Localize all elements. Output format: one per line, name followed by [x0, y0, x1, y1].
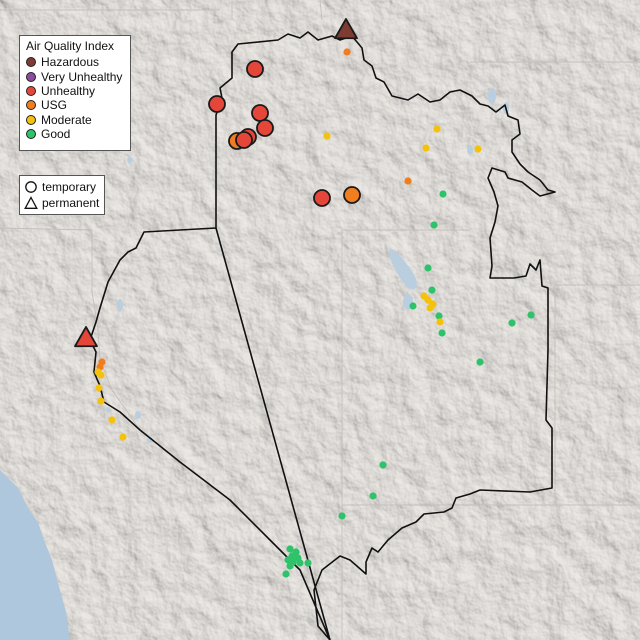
- monitor-marker-small-good[interactable]: [379, 461, 387, 469]
- legend-item-unhealthy: Unhealthy: [26, 84, 130, 98]
- monitor-marker-small-moderate[interactable]: [474, 145, 482, 153]
- temporary-monitor-unhealthy[interactable]: [208, 95, 226, 113]
- legend-label-hazardous: Hazardous: [41, 55, 100, 70]
- monitor-marker-small-usg[interactable]: [404, 177, 412, 185]
- legend-label-good: Good: [41, 127, 71, 142]
- monitor-marker-small-moderate[interactable]: [97, 371, 105, 379]
- legend-item-usg: USG: [26, 98, 130, 112]
- monitor-marker-small-moderate[interactable]: [97, 397, 105, 405]
- monitor-marker-small-moderate[interactable]: [426, 304, 434, 312]
- triangle-icon: [24, 196, 38, 209]
- monitor-marker-small-good[interactable]: [424, 264, 432, 272]
- monitor-marker-small-moderate[interactable]: [323, 132, 331, 140]
- circle-icon: [25, 181, 37, 193]
- monitor-marker-small-moderate[interactable]: [95, 384, 103, 392]
- monitor-marker-small-good[interactable]: [428, 286, 436, 294]
- temporary-monitor-unhealthy[interactable]: [251, 104, 269, 122]
- monitor-marker-small-good[interactable]: [527, 311, 535, 319]
- monitor-marker-small-good[interactable]: [476, 358, 484, 366]
- monitor-marker-small-moderate[interactable]: [422, 144, 430, 152]
- monitor-marker-small-moderate[interactable]: [433, 125, 441, 133]
- legend-label-moderate: Moderate: [41, 112, 92, 127]
- legend-label-very-unhealthy: Very Unhealthy: [41, 69, 123, 84]
- monitor-marker-small-good[interactable]: [409, 302, 417, 310]
- legend-item-permanent: permanent: [24, 195, 104, 211]
- swatch-usg: [26, 100, 36, 111]
- legend-item-temporary: temporary: [24, 179, 104, 195]
- permanent-monitor-unhealthy[interactable]: [74, 326, 98, 348]
- temporary-monitor-unhealthy[interactable]: [313, 189, 331, 207]
- swatch-very-unhealthy: [26, 71, 36, 82]
- temporary-monitor-usg[interactable]: [343, 186, 361, 204]
- legend-item-good: Good: [26, 127, 130, 141]
- monitor-marker-small-moderate[interactable]: [119, 433, 127, 441]
- swatch-hazardous: [26, 57, 36, 68]
- monitor-marker-small-good[interactable]: [369, 492, 377, 500]
- legend-label-unhealthy: Unhealthy: [41, 83, 96, 98]
- monitor-marker-small-good[interactable]: [430, 221, 438, 229]
- temporary-monitor-unhealthy[interactable]: [235, 131, 253, 149]
- lakes: [106, 88, 509, 443]
- monitor-marker-small-good[interactable]: [435, 312, 443, 320]
- monitor-marker-small-good[interactable]: [338, 512, 346, 520]
- permanent-monitor-hazardous[interactable]: [334, 18, 358, 40]
- monitor-type-legend: temporary permanent: [19, 175, 105, 215]
- monitor-marker-small-usg[interactable]: [343, 48, 351, 56]
- monitor-marker-small-good[interactable]: [282, 570, 290, 578]
- monitor-marker-small-good[interactable]: [286, 545, 294, 553]
- monitor-marker-small-good[interactable]: [508, 319, 516, 327]
- legend-item-moderate: Moderate: [26, 113, 130, 127]
- aqi-legend: Air Quality Index Hazardous Very Unhealt…: [19, 35, 131, 151]
- temporary-monitor-unhealthy[interactable]: [246, 60, 264, 78]
- monitor-marker-small-good[interactable]: [286, 562, 294, 570]
- monitor-marker-small-good[interactable]: [438, 329, 446, 337]
- swatch-unhealthy: [26, 85, 36, 96]
- legend-label-usg: USG: [41, 98, 68, 113]
- monitor-marker-small-good[interactable]: [296, 559, 304, 567]
- monitor-marker-small-good[interactable]: [304, 559, 312, 567]
- aqi-legend-title: Air Quality Index: [26, 39, 115, 53]
- monitor-marker-small-good[interactable]: [439, 190, 447, 198]
- swatch-moderate: [26, 114, 36, 125]
- legend-label-temporary: temporary: [42, 180, 97, 194]
- monitor-marker-small-moderate[interactable]: [436, 318, 444, 326]
- monitor-marker-small-moderate[interactable]: [108, 416, 116, 424]
- legend-item-very-unhealthy: Very Unhealthy: [26, 69, 130, 84]
- legend-item-hazardous: Hazardous: [26, 55, 130, 69]
- legend-label-permanent: permanent: [42, 196, 100, 210]
- temporary-monitor-unhealthy[interactable]: [256, 119, 274, 137]
- monitor-marker-small-moderate[interactable]: [424, 296, 432, 304]
- ocean: [0, 470, 70, 640]
- swatch-good: [26, 129, 36, 140]
